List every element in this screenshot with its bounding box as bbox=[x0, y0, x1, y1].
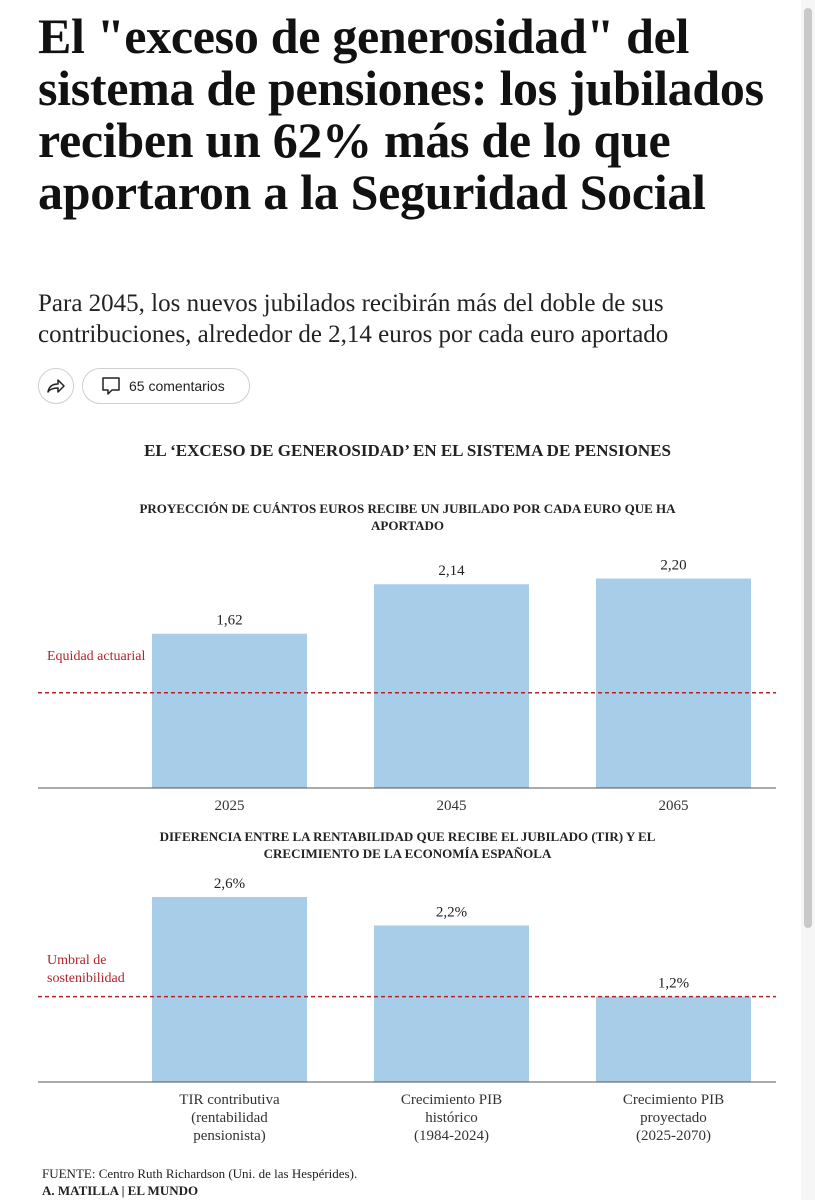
chart1-category-label: 2065 bbox=[659, 798, 689, 814]
chart2-category-label: Crecimiento PIB bbox=[623, 1092, 724, 1108]
scrollbar[interactable] bbox=[801, 0, 815, 1200]
comments-button[interactable]: 65 comentarios bbox=[82, 368, 250, 404]
chart2-category-label: (rentabilidad bbox=[191, 1110, 268, 1126]
chart2-bar bbox=[152, 897, 307, 1082]
chart2-category-label: (2025-2070) bbox=[636, 1128, 711, 1144]
chart2-category-label: pensionista) bbox=[193, 1128, 266, 1144]
infographic-title: EL ‘EXCESO DE GENEROSIDAD’ EN EL SISTEMA… bbox=[144, 441, 671, 460]
comments-count: 65 comentarios bbox=[129, 378, 225, 394]
chart1-value-label: 2,20 bbox=[660, 558, 686, 574]
chart2-bar bbox=[374, 925, 529, 1082]
chart1-category-label: 2045 bbox=[437, 798, 467, 814]
chart2-category-label: histórico bbox=[425, 1110, 478, 1126]
chart1-reference-label: Equidad actuarial bbox=[47, 649, 146, 664]
chart2-value-label: 2,6% bbox=[214, 876, 245, 892]
chart1-value-label: 2,14 bbox=[438, 563, 465, 579]
chart2-category-label: (1984-2024) bbox=[414, 1128, 489, 1144]
source-note: FUENTE: Centro Ruth Richardson (Uni. de … bbox=[42, 1166, 358, 1181]
chart2-category-label: Crecimiento PIB bbox=[401, 1092, 502, 1108]
chart1-bar bbox=[596, 578, 751, 788]
share-arrow-icon bbox=[47, 379, 65, 393]
speech-bubble-icon bbox=[102, 377, 120, 395]
chart2-bar-chart: 2,6% TIR contributiva (rentabilidad pension… bbox=[38, 876, 776, 1144]
chart2-reference-label: Umbral de sostenibilidad bbox=[47, 953, 125, 986]
chart1-bar bbox=[374, 584, 529, 788]
chart2-subtitle: DIFERENCIA ENTRE LA RENTABILIDAD QUE REC… bbox=[159, 829, 656, 861]
chart1-value-label: 1,62 bbox=[216, 613, 242, 629]
chart1-subtitle: PROYECCIÓN DE CUÁNTOS EUROS RECIBE UN JU… bbox=[139, 501, 676, 533]
chart2-value-label: 2,2% bbox=[436, 904, 467, 920]
article-headline: El "exceso de generosidad" del sistema d… bbox=[38, 8, 764, 220]
chart1-bar-chart: 1,62 2025 2,14 2045 2,20 2065 bbox=[38, 558, 776, 814]
chart1-category-label: 2025 bbox=[215, 798, 245, 814]
chart2-category-label: proyectado bbox=[640, 1110, 707, 1126]
chart2-category-label: TIR contributiva bbox=[179, 1092, 280, 1108]
share-button[interactable] bbox=[38, 368, 74, 404]
scroll-thumb[interactable] bbox=[804, 8, 812, 928]
article-subheadline: Para 2045, los nuevos jubilados recibirá… bbox=[38, 290, 669, 348]
chart1-bar bbox=[152, 633, 307, 788]
credit-line: A. MATILLA | EL MUNDO bbox=[42, 1183, 199, 1198]
chart2-value-label: 1,2% bbox=[658, 976, 689, 992]
chart2-bar bbox=[596, 996, 751, 1082]
